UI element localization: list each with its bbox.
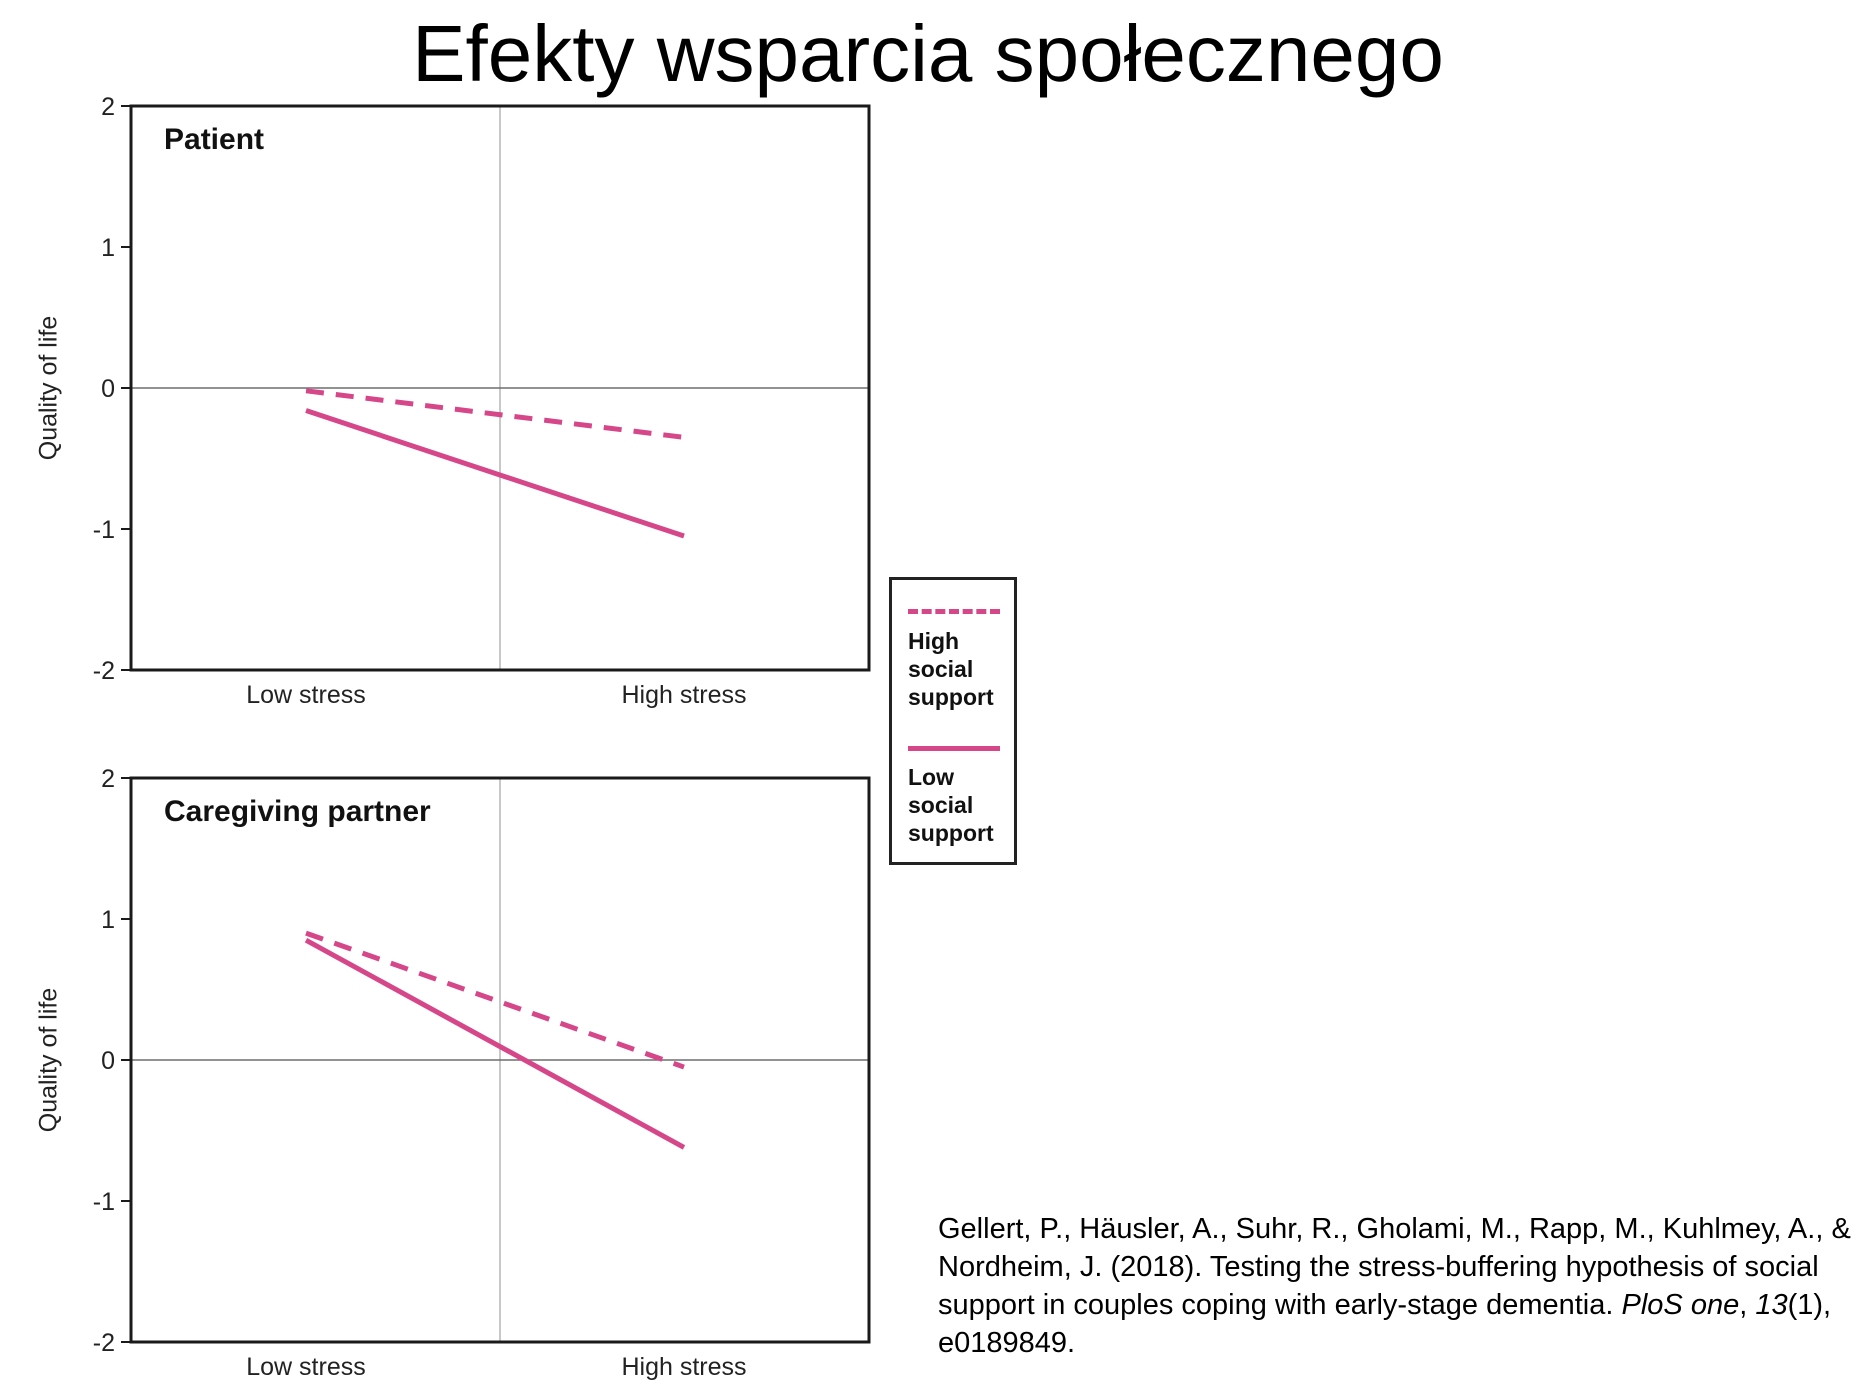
panel-1-y-tick-label: 0 [101,375,115,403]
panel-2-y-tick-label: 0 [101,1047,115,1075]
citation: Gellert, P., Häusler, A., Suhr, R., Ghol… [938,1213,1851,1359]
panel-2-y-axis-label: Quality of life [35,988,63,1133]
panel-1-y-tick-label: 1 [101,234,115,262]
legend-label-low-support: Low social support [908,764,994,846]
panel-2-x-tick-label: Low stress [246,1353,365,1381]
panel-2-y-tick-label: -1 [93,1188,115,1216]
citation-issue-pages: (1), e0189849. [938,1289,1832,1359]
panel-2-y-tick-label: -2 [93,1329,115,1357]
slide-title: Efekty wsparcia społecznego [412,9,1444,98]
panel-1-y-tick-label: -2 [93,657,115,685]
panel-2-y-tick-label: 2 [101,765,115,793]
panel-1-series-high-support-line [305,388,685,440]
citation-volume: 13 [1755,1289,1788,1321]
citation-journal: PloS one [1621,1289,1740,1321]
panel-1-series-low-support-line [305,408,685,539]
panel-2-y-tick-label: 1 [101,906,115,934]
panel-1-title: Patient [164,123,264,156]
citation-authors: Gellert, P., Häusler, A., Suhr, R., Ghol… [938,1213,1851,1321]
panel-2-title: Caregiving partner [164,795,431,828]
panel-1-x-tick-label: Low stress [246,681,365,709]
panel-2-series-high-support-line [305,930,685,1070]
legend-swatch-high-support [908,609,1000,614]
panel-1-x-tick-label: High stress [621,681,746,709]
panel-1-y-tick-label: -1 [93,516,115,544]
legend-label-high-support: High social support [908,628,994,710]
legend-swatch-low-support [908,746,1000,751]
panel-2-series-low-support-line [304,937,686,1150]
panel-1-y-axis-label: Quality of life [35,316,63,461]
panel-2-x-tick-label: High stress [621,1353,746,1381]
legend: High social support Low social support [889,577,1017,865]
panel-1-y-tick-label: 2 [101,93,115,121]
